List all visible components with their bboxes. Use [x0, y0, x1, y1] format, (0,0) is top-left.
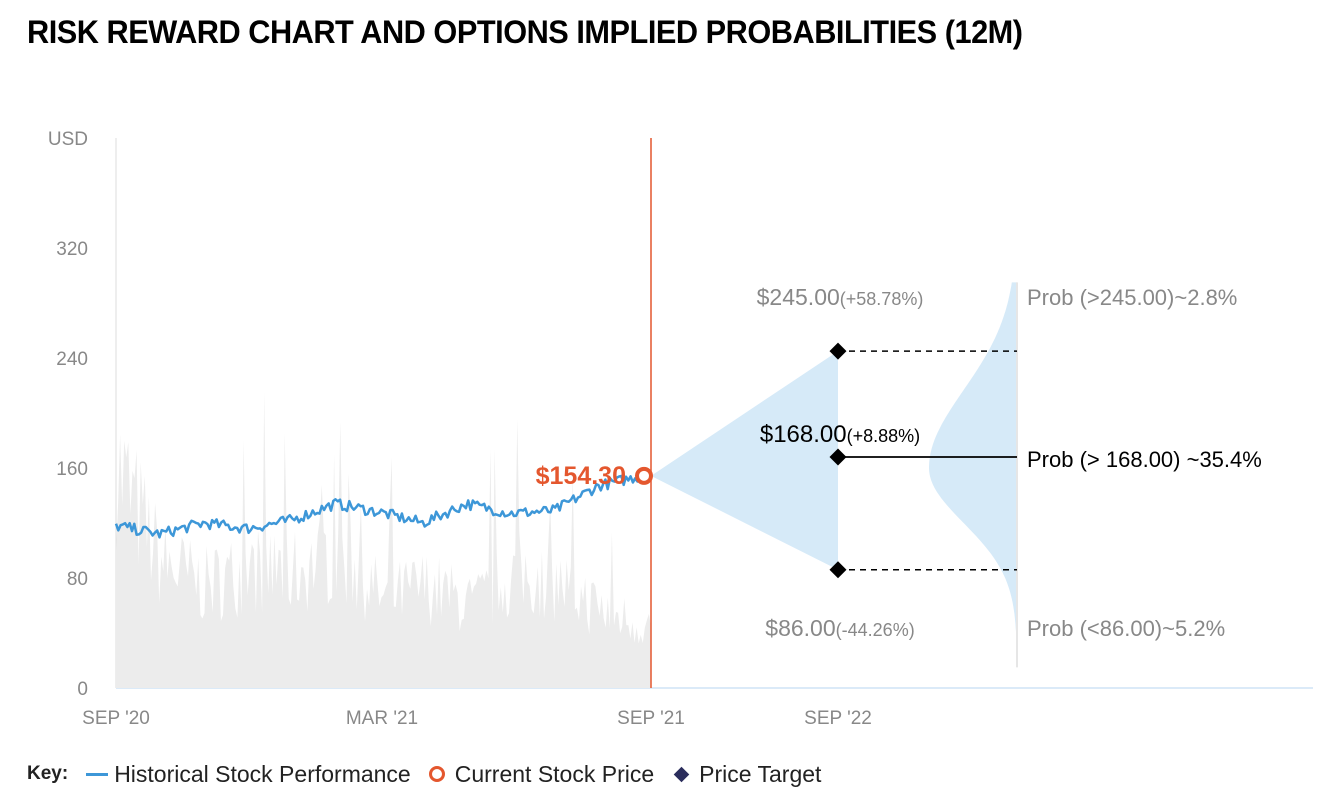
x-tick-label: SEP '21 — [617, 708, 685, 729]
price-target-diamond — [829, 448, 847, 466]
circle-icon — [428, 766, 445, 782]
target-price-label: $168.00(+8.88%) — [760, 421, 920, 448]
x-tick-label: SEP '20 — [82, 708, 150, 729]
y-tick-label: 0 — [77, 679, 88, 700]
target-labels: $245.00(+58.78%) Prob (>245.00)~2.8% $168.… — [757, 284, 1262, 641]
diamond-icon — [673, 766, 690, 782]
x-tick-label: MAR '21 — [346, 708, 418, 729]
distribution-area — [929, 282, 1017, 668]
key-item-current: Current Stock Price — [428, 760, 655, 788]
probability-distribution — [929, 282, 1018, 668]
key-title: Key: — [27, 763, 69, 784]
volume-series — [116, 391, 651, 688]
y-axis-ticks: 0 80 160 240 320 USD SEP '20 MAR '21 SEP '21 SEP … — [48, 129, 1313, 729]
price-target-diamond — [829, 342, 847, 360]
target-probability-label: Prob (<86.00)~5.2% — [1027, 616, 1225, 641]
key-item-historical: Historical Stock Performance — [86, 761, 411, 788]
y-tick-label: 320 — [56, 239, 88, 260]
price-targets — [829, 342, 1017, 579]
current-price-marker — [635, 466, 653, 485]
key-label-target: Price Target — [699, 760, 822, 787]
y-tick-label: 160 — [56, 459, 88, 480]
chart-title: RISK REWARD CHART AND OPTIONS IMPLIED PR… — [27, 14, 1023, 50]
historical-stock-line — [114, 474, 643, 539]
key-label-current: Current Stock Price — [454, 760, 655, 787]
price-target-diamond — [829, 561, 847, 579]
volume-area — [116, 391, 651, 688]
historical-line: $154.30 — [114, 138, 653, 688]
target-price-label: $86.00(-44.26%) — [765, 615, 914, 641]
y-tick-label: 240 — [56, 349, 88, 370]
y-tick-label: USD — [48, 129, 88, 150]
chart: 0 80 160 240 320 USD SEP '20 MAR '21 SEP '21 SEP … — [48, 129, 1313, 729]
chart-key: Key: Historical Stock Performance Curren… — [27, 758, 839, 790]
y-tick-label: 80 — [67, 569, 88, 590]
target-probability-label: Prob (> 168.00) ~35.4% — [1027, 447, 1262, 472]
price-fan — [651, 351, 838, 570]
fan-area — [651, 351, 838, 570]
key-label-historical: Historical Stock Performance — [114, 760, 411, 787]
target-probability-label: Prob (>245.00)~2.8% — [1027, 285, 1237, 310]
current-price-label: $154.30 — [536, 462, 626, 490]
x-tick-label: SEP '22 — [804, 708, 872, 729]
line-icon — [86, 772, 109, 776]
key-item-target: Price Target — [672, 761, 821, 788]
target-price-label: $245.00(+58.78%) — [757, 284, 924, 310]
